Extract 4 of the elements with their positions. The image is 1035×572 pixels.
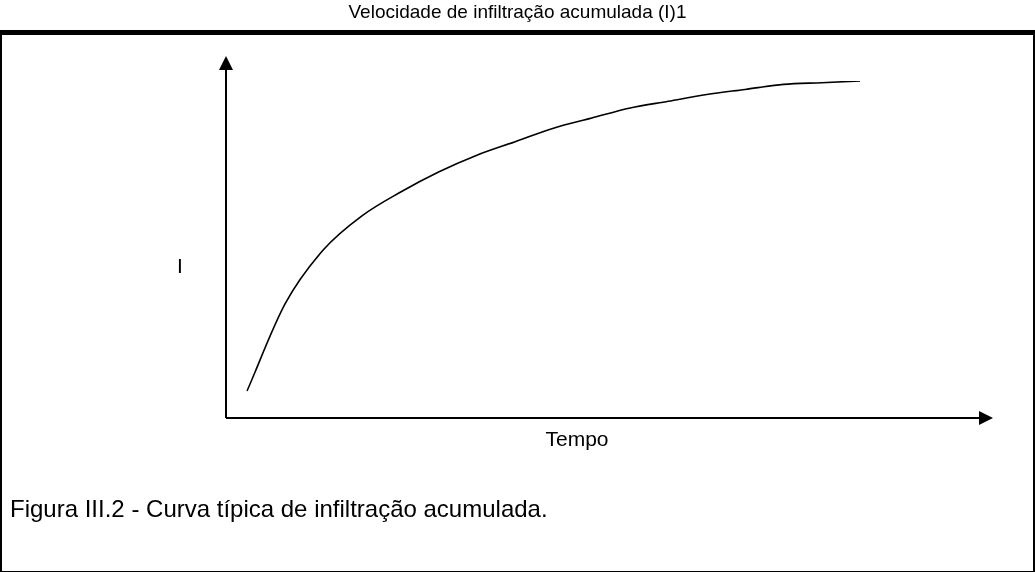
chart-title: Velocidade de infiltração acumulada (I)1 — [347, 0, 688, 24]
x-axis-title: Tempo — [545, 426, 609, 450]
text: Figura III.2 - Curva típica de infiltração acumulada. — [10, 494, 548, 522]
y-axis-title: I — [177, 253, 183, 277]
